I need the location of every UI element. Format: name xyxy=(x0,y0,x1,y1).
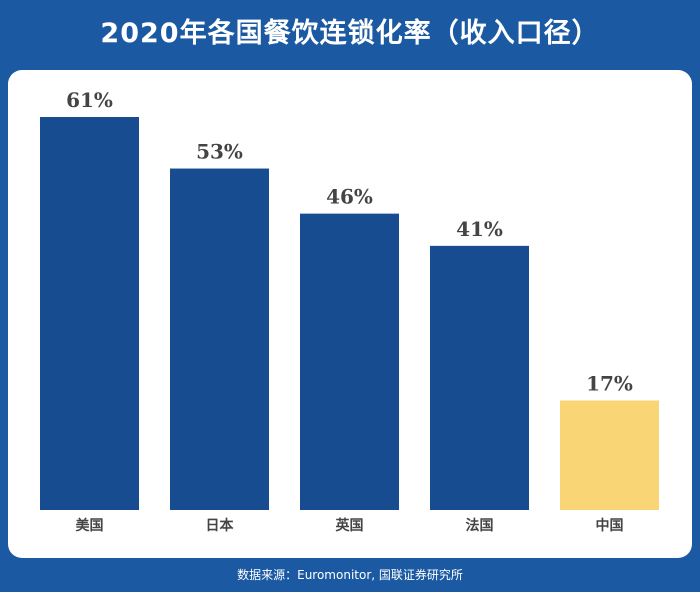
category-label-5: 中国 xyxy=(596,517,624,534)
bar-5 xyxy=(560,400,659,510)
data-label-3: 46% xyxy=(326,185,373,209)
category-label-3: 英国 xyxy=(335,517,364,534)
chart-title: 2020年各国餐饮连锁化率（收入口径） xyxy=(100,18,600,49)
bar-3 xyxy=(300,213,399,510)
data-label-2: 53% xyxy=(196,140,243,164)
bar-4 xyxy=(430,245,529,510)
chart-panel: 61% 美国 53% 日本 46% 英国 41% 法国 17% 中国 xyxy=(8,70,692,558)
bar-chart: 61% 美国 53% 日本 46% 英国 41% 法国 17% 中国 xyxy=(40,88,659,534)
bar-1 xyxy=(40,117,139,510)
data-label-4: 41% xyxy=(456,217,503,241)
data-label-5: 17% xyxy=(586,371,633,395)
category-label-2: 日本 xyxy=(206,517,235,534)
category-label-1: 美国 xyxy=(76,517,104,534)
data-label-1: 61% xyxy=(66,88,113,112)
category-label-4: 法国 xyxy=(466,517,494,534)
source-note: 数据来源：Euromonitor, 国联证券研究所 xyxy=(237,568,463,582)
bar-2 xyxy=(170,168,269,510)
